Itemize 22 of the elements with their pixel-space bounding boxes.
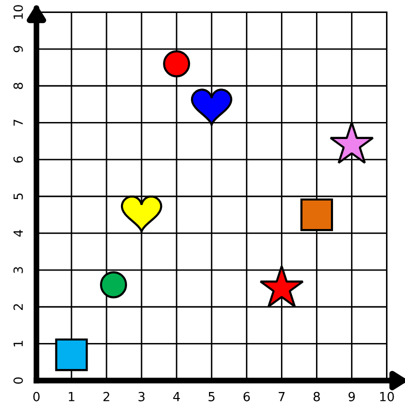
x-tick-label: 6: [244, 392, 250, 402]
x-tick-label: 4: [173, 392, 180, 402]
y-tick-label: 2: [13, 304, 23, 310]
y-tick-label: 0: [13, 377, 23, 384]
y-tick-label: 4: [14, 230, 23, 237]
x-tick-label: 2: [103, 392, 110, 402]
y-tick-label: 9: [13, 46, 23, 52]
y-tick-label: 3: [13, 267, 23, 274]
x-tick-label: 3: [138, 392, 145, 402]
y-tick-label: 10: [13, 5, 23, 19]
x-tick-label: 10: [380, 392, 394, 402]
x-tick-label: 1: [68, 392, 74, 402]
x-tick-label: 7: [278, 392, 285, 402]
x-tick-label: 5: [208, 392, 214, 402]
y-tick-label: 5: [14, 193, 23, 200]
y-tick-label: 6: [13, 156, 23, 163]
x-tick-label: 8: [314, 392, 320, 402]
y-tick-label: 8: [13, 82, 23, 90]
x-tick-label: 0: [33, 392, 40, 402]
x-tick-label: 9: [348, 392, 355, 402]
y-tick-label: 1: [14, 340, 23, 346]
y-tick-label: 7: [14, 120, 23, 126]
